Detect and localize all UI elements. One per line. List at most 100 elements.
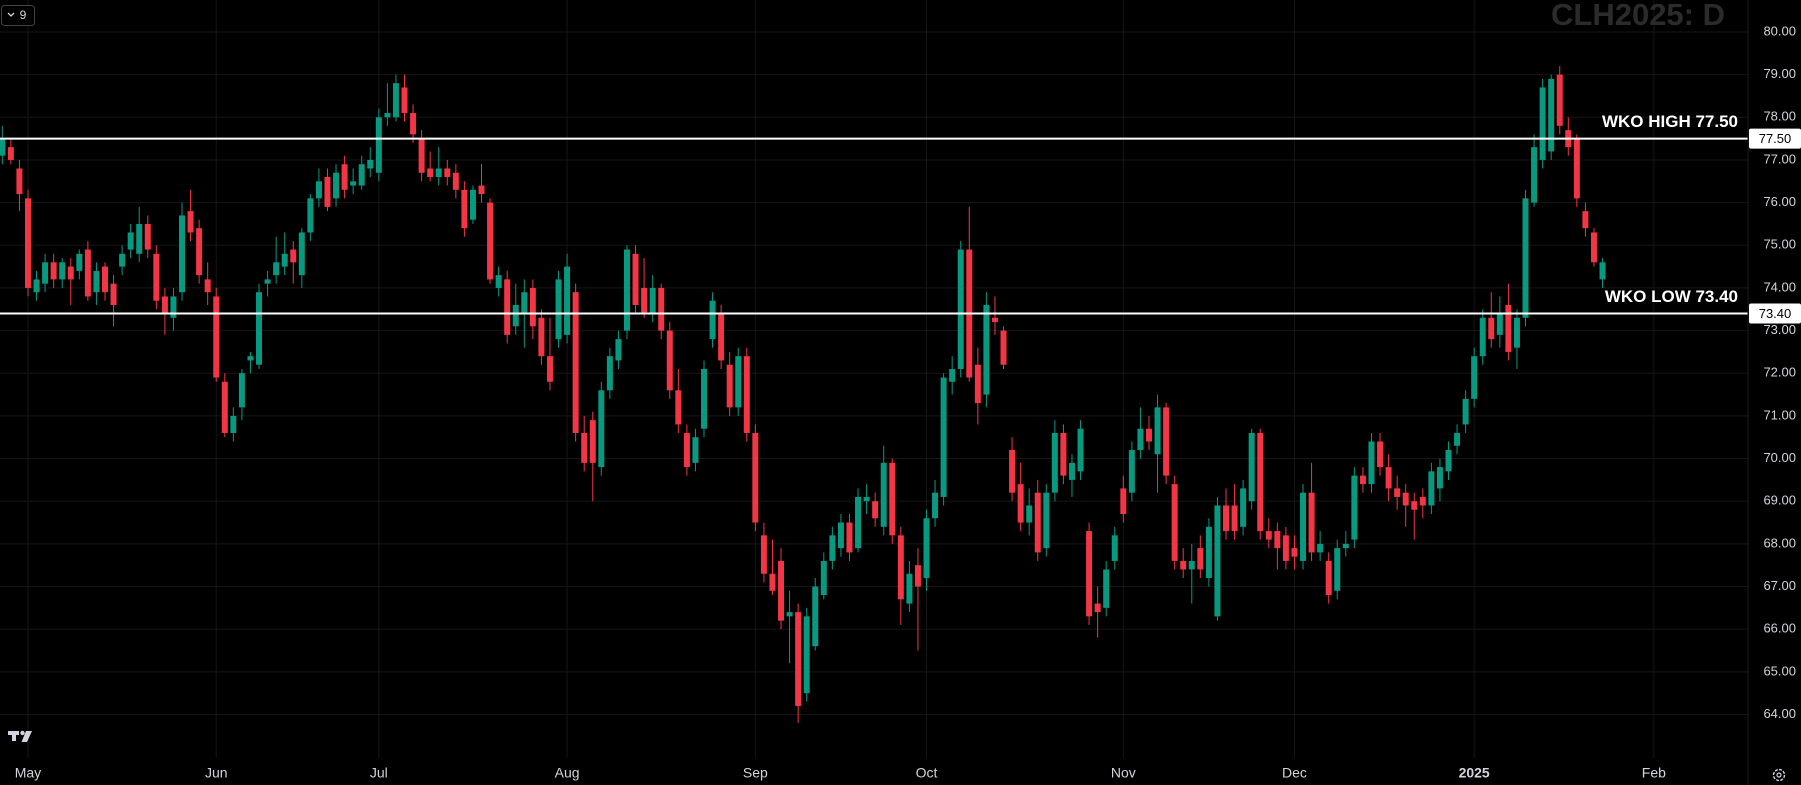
candle-body xyxy=(803,616,810,694)
candle-body xyxy=(67,266,74,280)
candle-body xyxy=(84,249,91,297)
candle-body xyxy=(1582,211,1589,229)
candle-body xyxy=(812,586,819,647)
candle-body xyxy=(7,147,14,160)
candle-body xyxy=(1077,428,1084,472)
candle-body xyxy=(1573,138,1580,199)
candle-body xyxy=(281,253,288,267)
candle-body xyxy=(1128,450,1135,493)
candle-body xyxy=(829,535,836,561)
y-tick-label: 65.00 xyxy=(1763,663,1796,678)
candle-body xyxy=(1513,317,1520,348)
candle-body xyxy=(187,211,194,233)
candle-body xyxy=(1454,432,1461,446)
y-tick-label: 75.00 xyxy=(1763,237,1796,252)
candle-body xyxy=(1590,232,1597,263)
logo-part[interactable] xyxy=(21,731,33,742)
candle-body xyxy=(341,164,348,190)
candle-body xyxy=(1214,505,1221,617)
candle-body xyxy=(0,138,6,156)
candle-body xyxy=(1274,531,1281,549)
candle-body xyxy=(701,368,707,429)
candle-body xyxy=(1171,484,1178,561)
candle-body xyxy=(1479,317,1486,357)
y-tick-label: 79.00 xyxy=(1763,66,1796,81)
settings-button[interactable] xyxy=(1772,768,1786,782)
candle-body xyxy=(247,356,254,361)
x-tick-label: Oct xyxy=(916,765,938,781)
candle-body xyxy=(42,262,49,284)
candle-body xyxy=(512,304,519,327)
candle-body xyxy=(641,287,648,314)
candle-body xyxy=(983,304,990,395)
candle-body xyxy=(880,462,887,527)
candle-body xyxy=(932,492,939,519)
candle-body xyxy=(658,287,665,331)
y-tick-label: 66.00 xyxy=(1763,621,1796,636)
candle-body xyxy=(350,181,357,186)
y-tick-label: 70.00 xyxy=(1763,450,1796,465)
candle-body xyxy=(906,573,913,604)
gear-outline[interactable] xyxy=(1772,768,1786,782)
candle-body xyxy=(161,296,168,314)
x-tick-label: Nov xyxy=(1111,765,1136,781)
candle-body xyxy=(1325,560,1332,596)
y-tick-label: 71.00 xyxy=(1763,407,1796,422)
candle-body xyxy=(1505,304,1512,352)
level-label: WKO LOW 73.40 xyxy=(1605,287,1738,306)
y-tick-label: 76.00 xyxy=(1763,194,1796,209)
candle-body xyxy=(1445,450,1452,472)
toggle-count[interactable]: 9 xyxy=(20,8,27,22)
candle-body xyxy=(1145,428,1152,442)
candle-body xyxy=(1009,450,1016,493)
logo-part[interactable] xyxy=(20,730,25,736)
candle-body xyxy=(1385,467,1392,489)
candle-body xyxy=(110,283,117,305)
candle-body xyxy=(418,138,425,173)
candle-body xyxy=(1419,496,1426,506)
candle-body xyxy=(949,368,956,382)
gear-hub[interactable] xyxy=(1776,772,1782,778)
candle-body xyxy=(1026,505,1033,523)
candle-body xyxy=(495,275,502,288)
candle-body xyxy=(521,292,528,314)
candle-body xyxy=(623,249,630,331)
candle-body xyxy=(1496,313,1503,335)
candle-body xyxy=(1265,531,1272,540)
candle-body xyxy=(1120,488,1127,515)
candle-body xyxy=(1282,535,1289,561)
tradingview-logo[interactable] xyxy=(8,730,33,742)
candle-body xyxy=(555,279,562,340)
x-tick-label: Jul xyxy=(370,765,388,781)
candle-body xyxy=(572,292,579,433)
y-tick-label: 74.00 xyxy=(1763,279,1796,294)
candle-body xyxy=(1103,569,1110,608)
candle-body xyxy=(1034,492,1041,553)
candle-body xyxy=(375,117,382,173)
logo-part[interactable] xyxy=(12,731,16,741)
candle-body xyxy=(914,565,921,587)
price-tag-label: 73.40 xyxy=(1759,306,1792,321)
candle-body xyxy=(1231,505,1238,532)
candle-body xyxy=(786,612,793,617)
candle-body xyxy=(1137,428,1144,451)
candle-body xyxy=(760,535,767,574)
candle-body xyxy=(1471,356,1478,399)
candle-body xyxy=(615,339,622,361)
chevron-icon[interactable] xyxy=(7,12,15,17)
candle-body xyxy=(504,279,511,335)
candle-body xyxy=(598,390,605,468)
candle-body xyxy=(101,266,108,293)
candle-body xyxy=(846,522,853,553)
candle-body xyxy=(1051,432,1058,493)
candle-body xyxy=(589,420,596,463)
candle-body xyxy=(427,168,434,178)
toggle-box[interactable] xyxy=(1,5,35,26)
candle-body xyxy=(478,185,485,195)
candle-body xyxy=(1248,432,1255,502)
indicator-toggle[interactable]: 9 xyxy=(1,5,35,26)
candle-body xyxy=(889,462,896,536)
candle-body xyxy=(1368,441,1375,485)
candle-body xyxy=(410,113,417,135)
